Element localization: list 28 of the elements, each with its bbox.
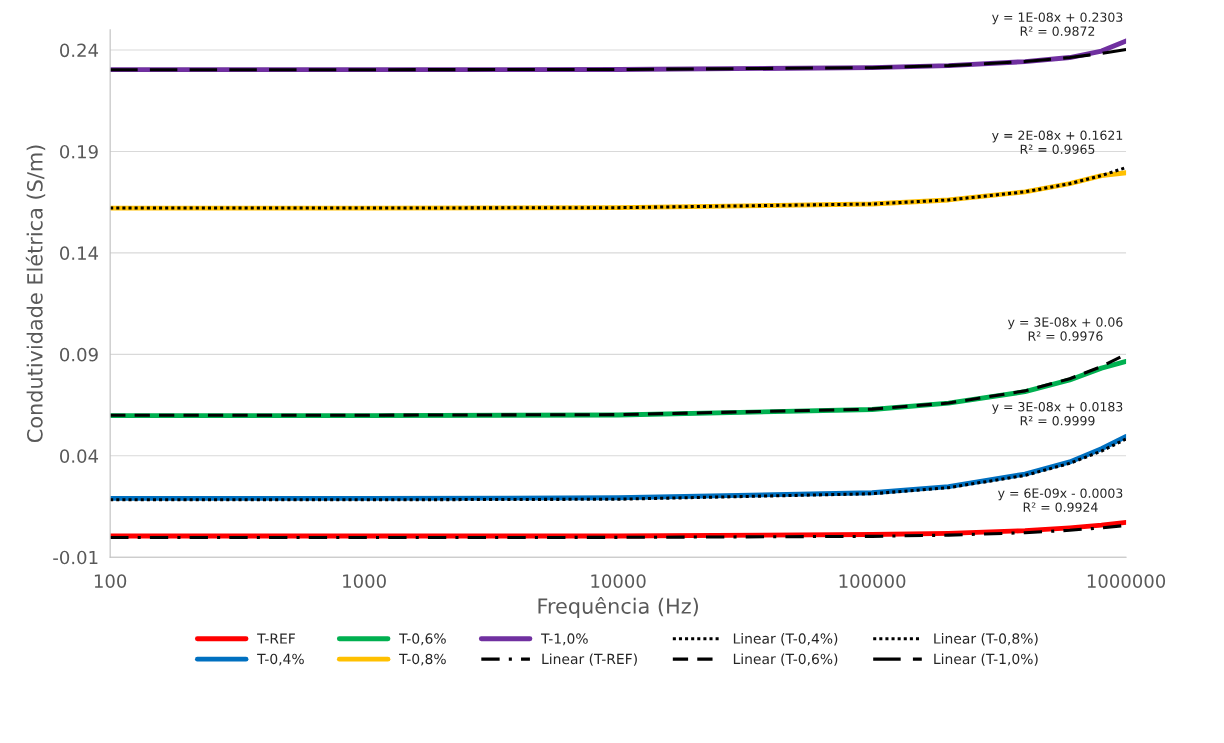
legend-label: T-0,4% [257,653,304,666]
y-axis-title: Condutividade Elétrica (S/m) [25,145,46,443]
legend-label: Linear (T-1,0%) [934,653,1038,666]
y-tick-label: 0.24 [60,43,99,58]
annotation: y = 3E-08x + 0.0183 R² = 0.9999 [992,401,1123,426]
y-tick-label: 0.14 [60,246,99,261]
x-tick-label: 100000 [839,574,906,588]
legend-label: T-0,6% [399,633,446,646]
annotation: y = 1E-08x + 0.2303 R² = 0.9872 [992,12,1123,36]
legend-label: T-1,0% [540,633,588,646]
legend-label: Linear (T-0,4%) [733,633,838,646]
legend-label: T-0,8% [399,653,446,666]
legend-label: Linear (T-0,6%) [733,653,838,666]
x-tick-label: 1000 [343,574,386,588]
y-tick-label: 0.19 [60,144,98,159]
x-tick-label: 10000 [591,574,646,588]
legend-label: Linear (T-REF) [542,653,637,666]
y-tick-label: -0.01 [53,550,98,565]
x-tick-label: 100 [94,574,127,588]
legend-label: T-REF [257,633,295,644]
y-tick-label: 0.09 [60,347,98,362]
x-tick-label: 1000000 [1087,574,1166,588]
annotation: y = 2E-08x + 0.1621 R² = 0.9965 [992,130,1123,154]
x-axis-title: Frequência (Hz) [538,596,698,618]
y-tick-label: 0.04 [60,449,99,463]
annotation: y = 3E-08x + 0.06 R² = 0.9976 [1007,317,1123,341]
annotation: y = 6E-09x - 0.0003 R² = 0.9924 [998,488,1123,512]
legend-label: Linear (T-0,8%) [934,633,1038,646]
